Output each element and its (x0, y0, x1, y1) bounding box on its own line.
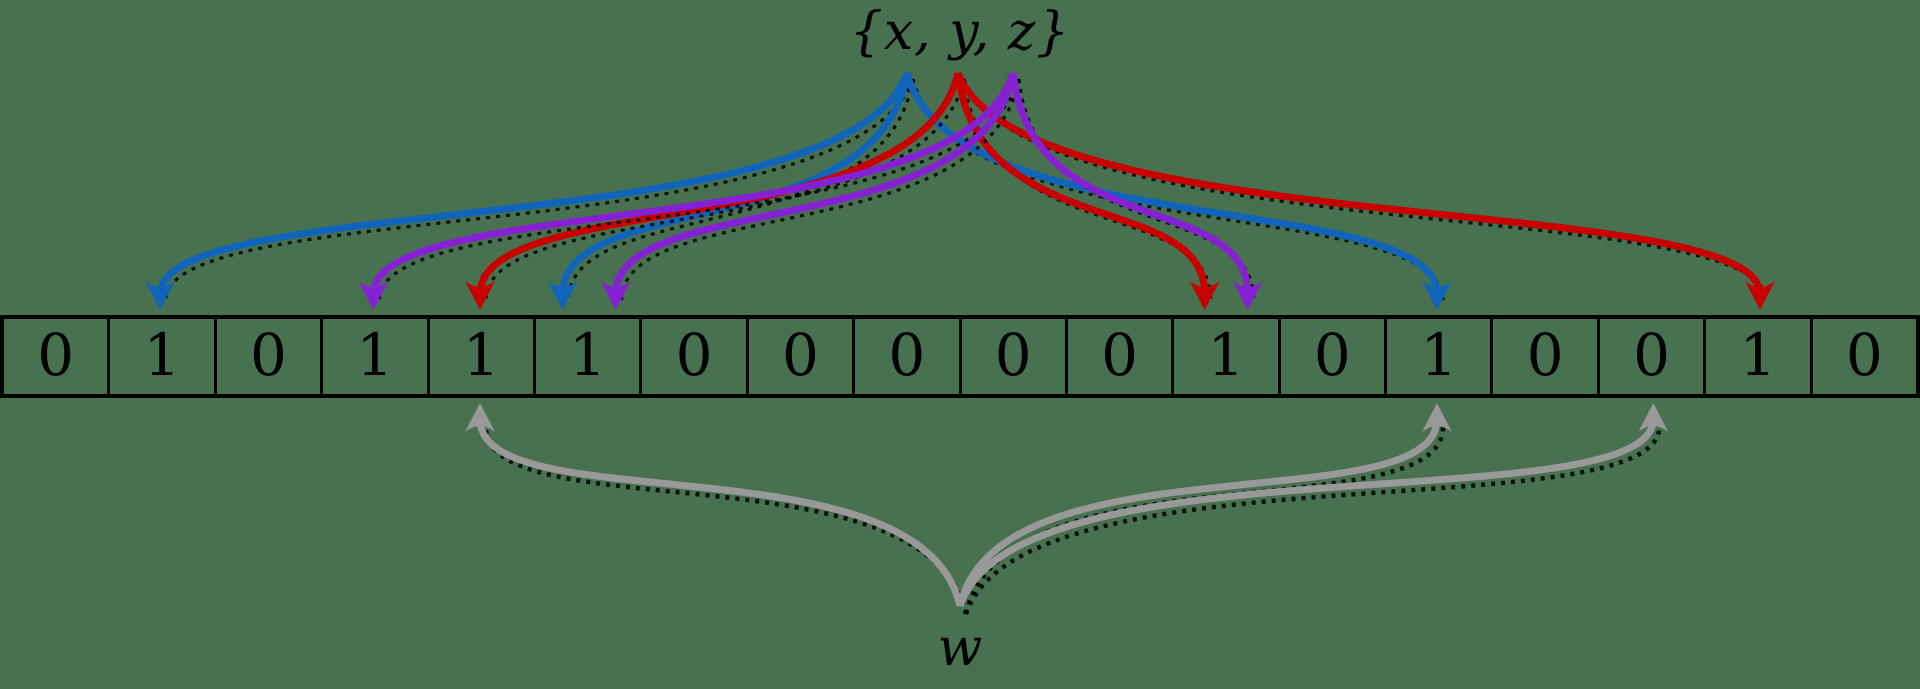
hash-arrow-z-cell5-shadow (620, 78, 1021, 301)
hash-arrow-x-cell13-head (1422, 281, 1452, 310)
query-arrow-w-cell15-curve (956, 418, 1657, 608)
hash-arrow-x-cell5-head (547, 281, 578, 310)
hash-arrow-y-cell11 (954, 72, 1220, 310)
query-arrow-w-cell15-head (1638, 403, 1669, 432)
bit-value: 1 (1207, 320, 1245, 389)
hash-arrow-y-cell16-curve (954, 71, 1764, 295)
query-arrow-w-cell13-head (1422, 403, 1452, 432)
hash-arrow-z-cell5-head (600, 281, 631, 310)
hash-arrow-z-cell5 (600, 72, 1021, 310)
bit-value: 0 (1313, 320, 1351, 389)
bit-cell-3: 1 (323, 319, 430, 394)
query-arrow-w-cell4-head (465, 403, 495, 432)
bit-value: 0 (888, 320, 926, 389)
bit-cell-17: 0 (1813, 319, 1916, 394)
bit-value: 1 (143, 320, 181, 389)
query-arrow-w-cell13-shadow (963, 426, 1446, 615)
query-arrow-w-cell4 (465, 403, 969, 615)
bit-value: 0 (37, 320, 75, 389)
bit-value: 1 (569, 320, 607, 389)
hash-arrow-z-cell3 (358, 71, 1021, 310)
bit-cell-1: 1 (110, 319, 217, 394)
bit-value: 0 (1845, 320, 1883, 389)
bit-value: 1 (1739, 320, 1777, 389)
hash-arrow-x-cell13-curve (903, 72, 1441, 295)
query-arrow-w-cell4-curve (476, 418, 964, 607)
hash-arrow-y-cell4-curve (476, 72, 962, 295)
hash-arrow-x-cell5-curve (559, 72, 911, 295)
query-arrow-w-cell4-shadow (483, 426, 969, 615)
bit-cell-8: 0 (855, 319, 962, 394)
bit-value: 0 (250, 320, 287, 389)
hash-arrow-z-cell11 (1009, 72, 1263, 310)
bit-value: 1 (462, 320, 500, 389)
bit-cell-0: 0 (4, 319, 111, 394)
hash-arrow-x-cell1-curve (156, 71, 911, 295)
hash-arrow-y-cell11-curve (954, 72, 1209, 295)
hash-arrow-y-cell11-head (1189, 281, 1220, 310)
query-arrow-w-cell15-shadow (963, 426, 1662, 615)
bit-cell-2: 0 (217, 319, 324, 394)
bit-value: 0 (1633, 320, 1670, 389)
query-label: w (937, 618, 983, 678)
bit-cell-12: 0 (1281, 319, 1388, 394)
hash-arrow-z-cell3-curve (369, 71, 1017, 295)
bit-value: 0 (675, 320, 713, 389)
bit-value: 1 (1420, 320, 1458, 389)
hash-arrow-x-cell1-shadow (164, 78, 915, 301)
hash-arrow-x-cell5-shadow (567, 78, 915, 301)
bit-cell-4: 1 (430, 319, 536, 394)
hash-arrow-x-cell5 (547, 72, 915, 310)
hash-arrow-y-cell4-head (465, 281, 495, 310)
hash-arrow-y-cell4-shadow (484, 78, 966, 301)
bit-cell-6: 0 (642, 319, 749, 394)
hash-arrow-z-cell5-curve (612, 72, 1017, 295)
query-arrow-w-cell15 (956, 403, 1669, 615)
hash-arrow-z-cell11-head (1232, 281, 1263, 310)
hash-arrow-x-cell13 (903, 72, 1452, 310)
hash-arrow-z-cell11-curve (1009, 72, 1252, 295)
bit-value: 0 (781, 320, 819, 389)
hash-arrow-y-cell4 (465, 72, 966, 310)
set-label: {x, y, z} (849, 2, 1071, 62)
hash-arrow-x-cell1-head (145, 281, 175, 310)
bit-value: 1 (356, 320, 394, 389)
hash-arrow-x-cell1 (145, 71, 915, 310)
bit-value: 0 (994, 320, 1032, 389)
bit-cell-5: 1 (536, 319, 643, 394)
bit-cell-15: 0 (1600, 319, 1707, 394)
hash-arrow-z-cell3-head (358, 281, 389, 310)
bit-cell-16: 1 (1706, 319, 1813, 394)
hash-arrow-y-cell16 (954, 71, 1775, 310)
bit-cell-13: 1 (1387, 319, 1494, 394)
query-arrow-w-cell13-curve (956, 418, 1441, 607)
bit-cell-14: 0 (1493, 319, 1600, 394)
hash-arrow-z-cell3-shadow (377, 78, 1021, 301)
bit-value: 0 (1101, 320, 1139, 389)
hash-arrow-y-cell16-head (1745, 281, 1775, 310)
bit-cell-11: 1 (1174, 319, 1281, 394)
bit-cell-7: 0 (749, 319, 856, 394)
bit-cell-9: 0 (962, 319, 1068, 394)
bit-cell-10: 0 (1068, 319, 1175, 394)
bit-value: 0 (1526, 320, 1564, 389)
